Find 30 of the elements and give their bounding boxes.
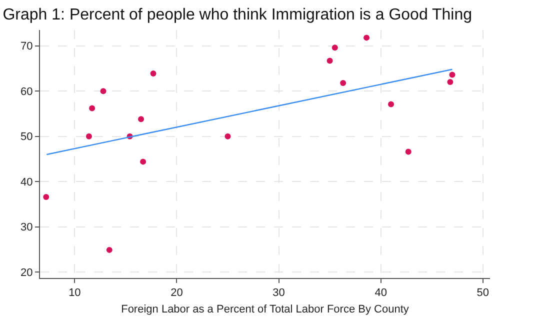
point <box>86 133 92 140</box>
x-tick-label: 50 <box>476 287 489 300</box>
y-tick-label: 70 <box>20 40 33 53</box>
point <box>332 44 338 51</box>
x-tick-label: 20 <box>170 287 183 300</box>
point <box>388 101 394 108</box>
point <box>100 88 106 94</box>
point <box>43 194 50 200</box>
point <box>449 72 456 78</box>
point <box>140 158 146 165</box>
x-tick-label: 10 <box>68 287 81 300</box>
point <box>89 105 96 112</box>
point <box>364 34 370 41</box>
y-tick-label: 40 <box>20 176 33 188</box>
point <box>106 246 112 253</box>
point <box>405 148 412 155</box>
y-tick-label: 60 <box>20 86 33 98</box>
x-axis-title: Foreign Labor as a Percent of Total Labor Force By County <box>121 303 410 316</box>
y-tick-label: 30 <box>20 222 33 234</box>
y-tick-label: 50 <box>20 131 33 144</box>
x-tick-label: 30 <box>272 287 285 300</box>
point <box>224 133 231 140</box>
y-tick-label: 20 <box>20 266 33 279</box>
point <box>138 116 144 122</box>
point <box>340 80 346 86</box>
point <box>326 58 333 64</box>
chart-title: Graph 1: Percent of people who think Immigration is a Good Thing <box>2 6 472 24</box>
x-tick-label: 40 <box>374 287 387 300</box>
point <box>447 79 454 86</box>
point <box>150 70 156 76</box>
